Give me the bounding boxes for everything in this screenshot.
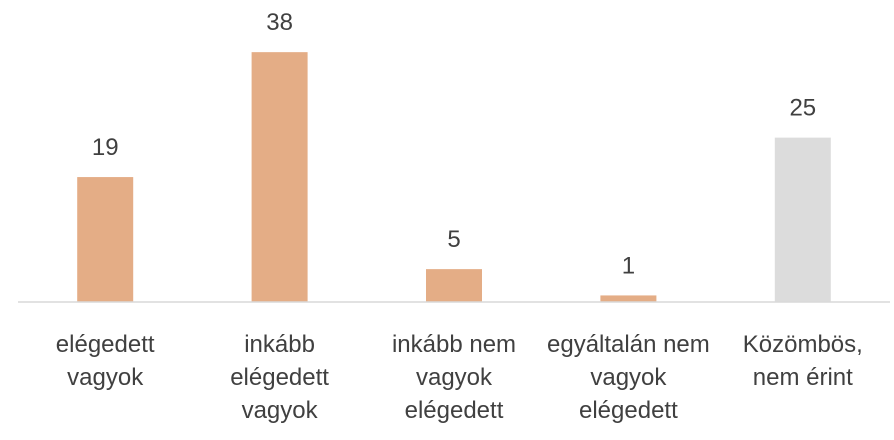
data-label: 5 bbox=[447, 226, 460, 253]
data-label: 25 bbox=[789, 95, 816, 122]
x-tick-label: inkább nem vagyok elégedett bbox=[391, 331, 517, 424]
x-tick-label: inkább elégedett vagyok bbox=[230, 331, 329, 424]
bar bbox=[774, 137, 831, 302]
bar bbox=[77, 177, 134, 302]
data-label: 38 bbox=[266, 9, 293, 36]
x-tick-label: egyáltalán nem vagyok elégedett bbox=[547, 331, 710, 424]
data-label: 1 bbox=[622, 252, 635, 279]
bar bbox=[426, 269, 482, 302]
x-tick-label: Közömbös, nem érint bbox=[742, 331, 863, 391]
bar bbox=[251, 52, 308, 303]
data-label: 19 bbox=[92, 134, 119, 161]
bar bbox=[600, 295, 657, 302]
x-tick-label: elégedett vagyok bbox=[55, 331, 155, 391]
